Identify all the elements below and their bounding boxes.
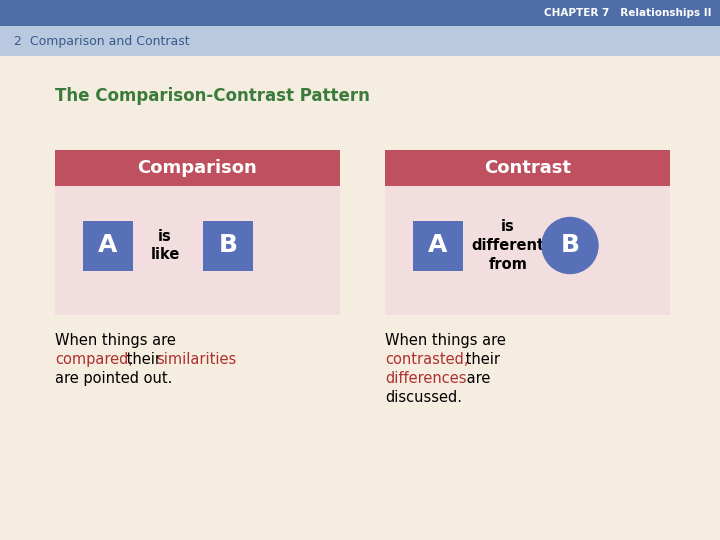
Text: When things are: When things are xyxy=(385,333,506,348)
Text: their: their xyxy=(122,352,166,367)
Text: discussed.: discussed. xyxy=(385,390,462,405)
Text: are pointed out.: are pointed out. xyxy=(55,371,172,386)
Text: B: B xyxy=(218,233,238,258)
Text: Contrast: Contrast xyxy=(484,159,571,177)
Bar xyxy=(203,220,253,271)
Text: contrasted,: contrasted, xyxy=(385,352,469,367)
Text: are: are xyxy=(462,371,490,386)
Text: A: A xyxy=(428,233,448,258)
Bar xyxy=(83,220,133,271)
Bar xyxy=(55,150,340,315)
Text: differences: differences xyxy=(385,371,467,386)
Text: B: B xyxy=(560,233,580,258)
Text: The Comparison-Contrast Pattern: The Comparison-Contrast Pattern xyxy=(55,87,370,105)
Bar xyxy=(0,0,720,26)
Text: is
different
from: is different from xyxy=(472,219,544,272)
Bar xyxy=(413,220,463,271)
Text: CHAPTER 7   Relationships II: CHAPTER 7 Relationships II xyxy=(544,8,712,18)
Bar xyxy=(0,26,720,56)
Text: their: their xyxy=(461,352,500,367)
Text: 2  Comparison and Contrast: 2 Comparison and Contrast xyxy=(14,35,189,48)
Text: Comparison: Comparison xyxy=(138,159,257,177)
Ellipse shape xyxy=(542,218,598,273)
Bar xyxy=(385,150,670,186)
Bar xyxy=(0,56,720,540)
Bar xyxy=(385,150,670,315)
Text: When things are: When things are xyxy=(55,333,176,348)
Text: similarities: similarities xyxy=(156,352,236,367)
Bar xyxy=(55,150,340,186)
Text: compared,: compared, xyxy=(55,352,133,367)
Text: A: A xyxy=(99,233,117,258)
Text: is
like: is like xyxy=(150,229,180,262)
